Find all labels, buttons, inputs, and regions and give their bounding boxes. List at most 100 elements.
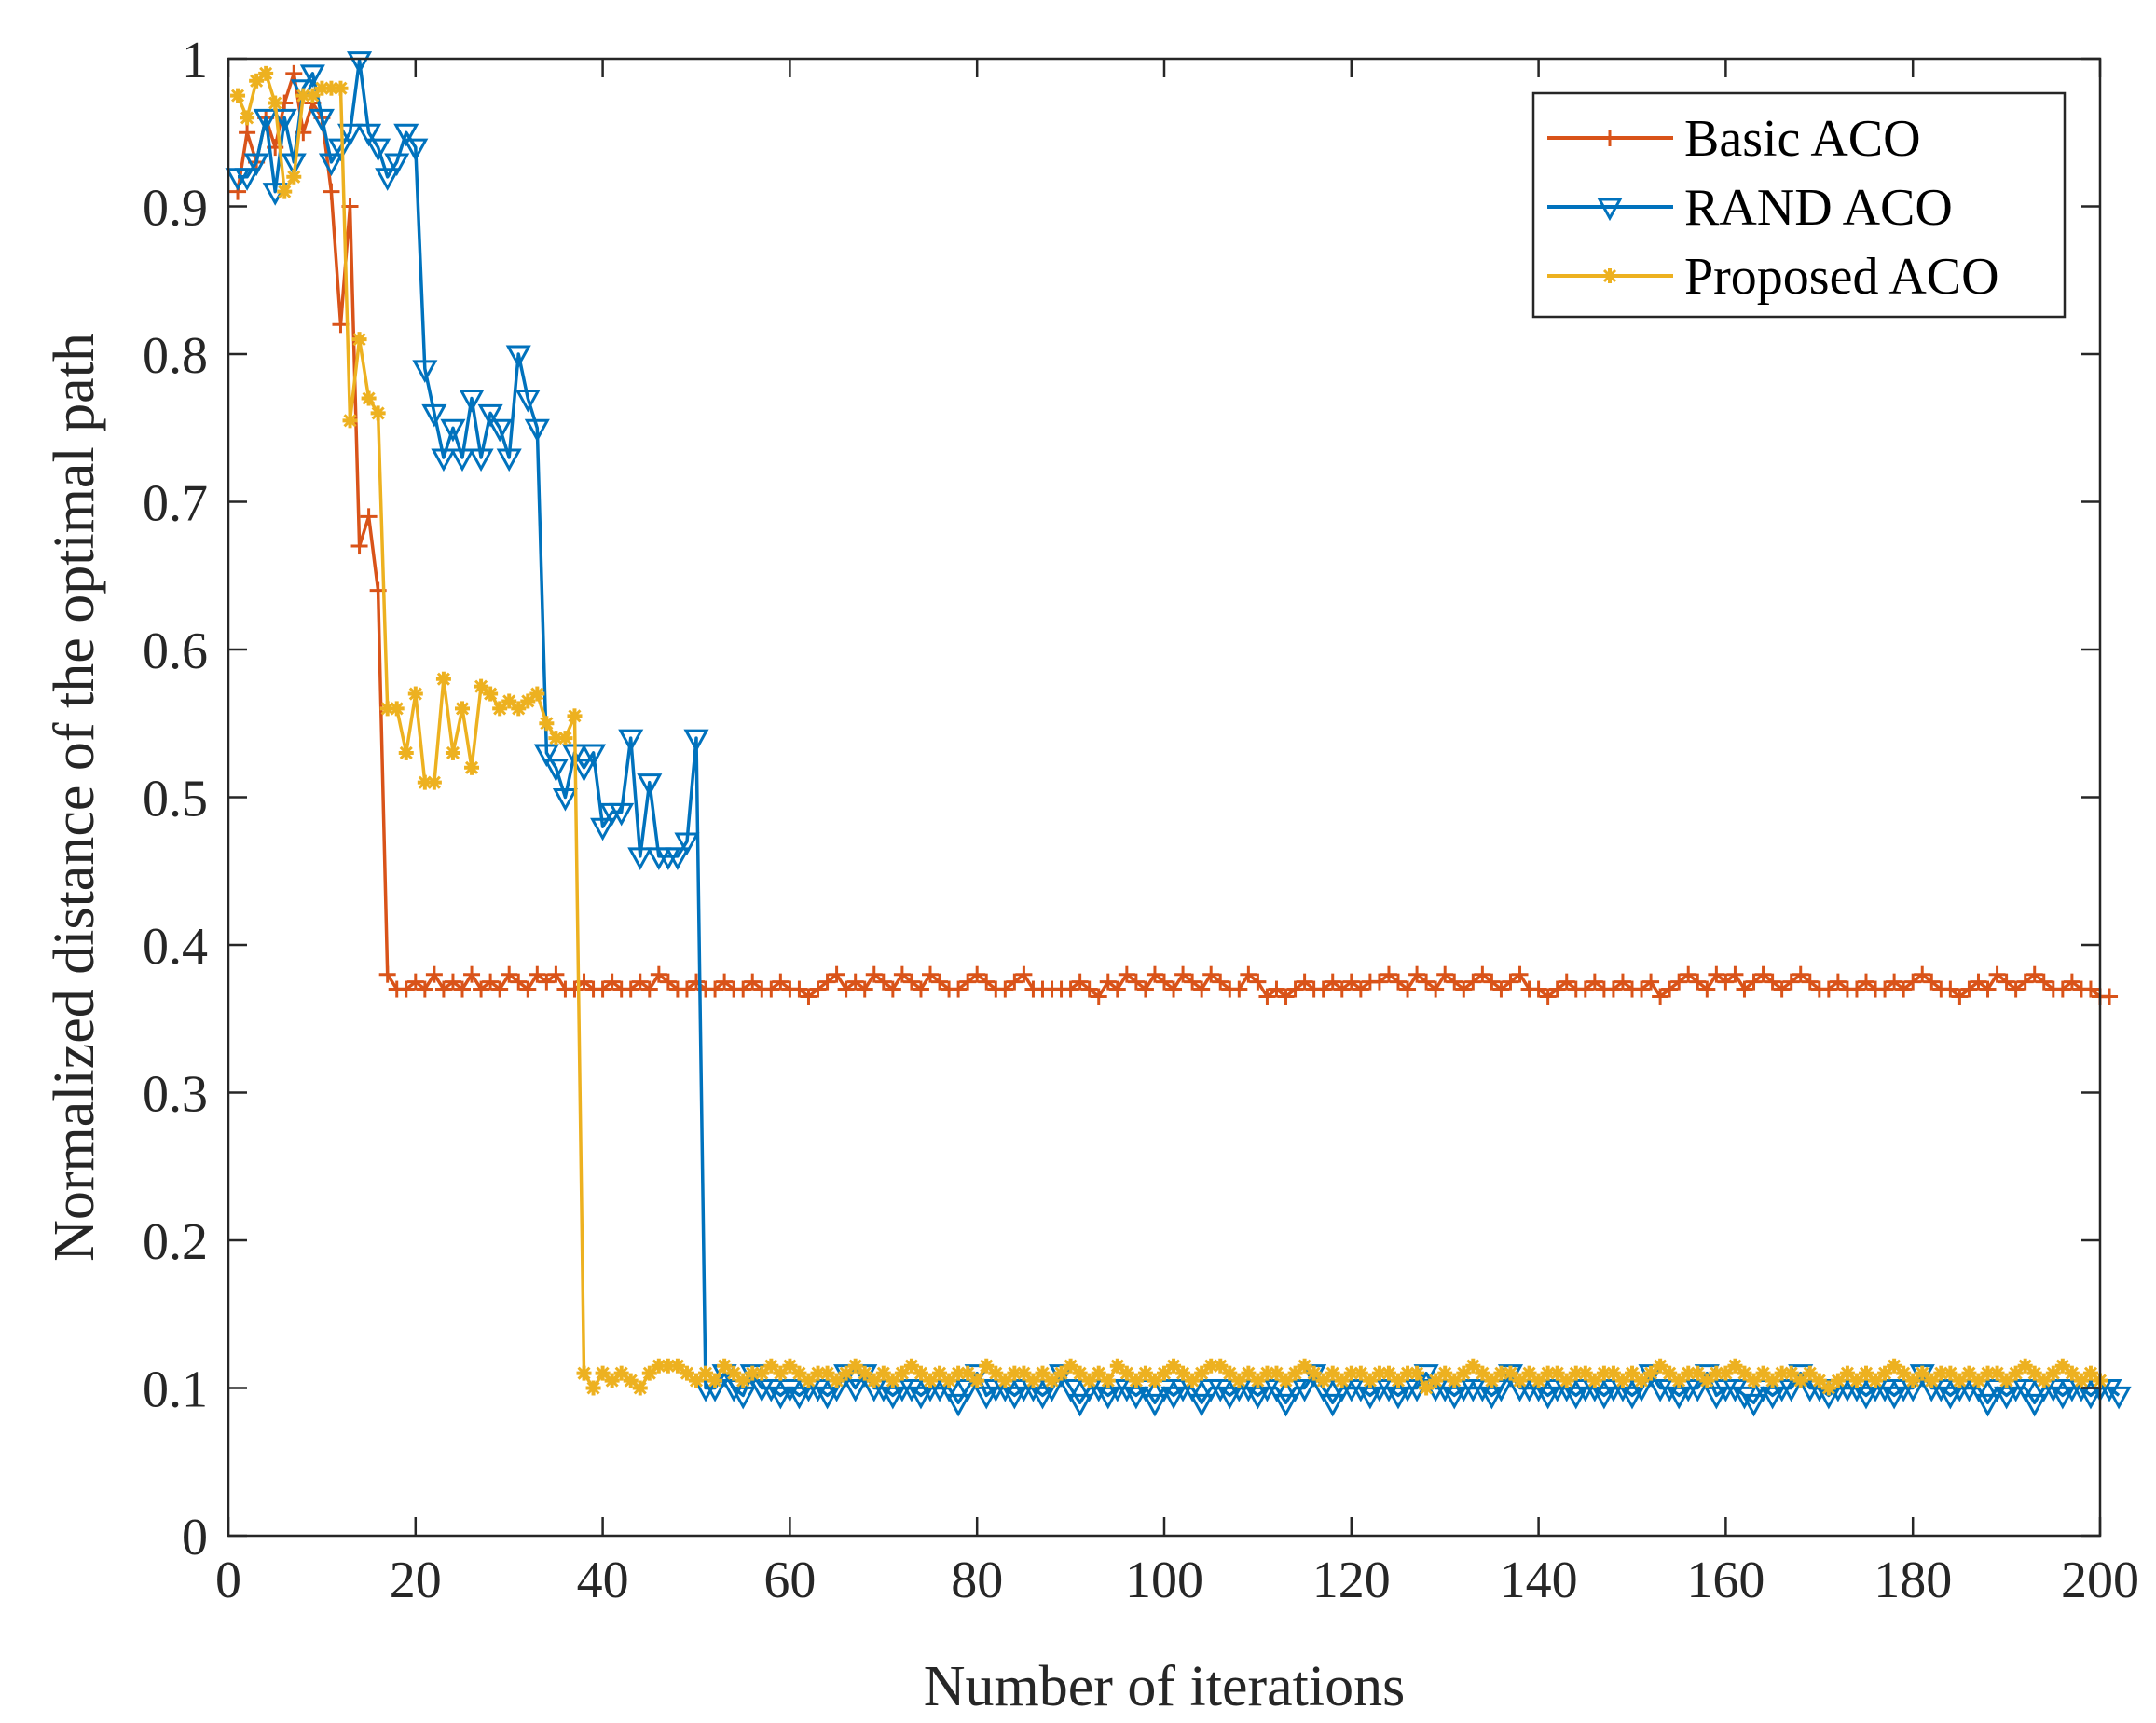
data-point-rand-aco-shape — [2050, 1386, 2076, 1410]
data-point-basic-aco — [378, 965, 396, 983]
data-point-proposed-aco-d — [614, 1366, 628, 1380]
data-point-proposed-aco-d — [2018, 1359, 2032, 1373]
data-point-proposed-aco-d — [961, 1366, 975, 1380]
data-point-basic-aco — [762, 980, 780, 998]
data-point-basic-aco — [1502, 973, 1519, 991]
data-point-proposed-aco — [2026, 1365, 2042, 1381]
data-point-basic-aco — [2081, 980, 2099, 998]
data-point-proposed-aco-d — [278, 185, 292, 198]
x-tick-label: 0 — [215, 1552, 241, 1609]
data-point-basic-aco — [434, 980, 452, 998]
data-point-proposed-aco-d — [334, 81, 348, 95]
data-point-proposed-aco-d — [390, 702, 404, 716]
data-point-proposed-aco — [557, 731, 573, 746]
data-point-rand-aco-shape — [384, 153, 410, 177]
data-point-basic-aco — [1230, 980, 1248, 998]
legend-item-rand-aco: RAND ACO — [1547, 179, 1953, 237]
data-point-proposed-aco — [286, 169, 302, 185]
data-point-rand-aco — [1272, 1393, 1299, 1417]
data-point-basic-aco — [1876, 980, 1894, 998]
data-point-proposed-aco-d — [1298, 1359, 1311, 1373]
data-point-proposed-aco-d — [718, 1359, 732, 1373]
data-point-rand-aco-shape — [1142, 1393, 1168, 1417]
data-point-basic-aco — [1979, 980, 1997, 998]
data-point-rand-aco-shape — [570, 759, 597, 782]
data-point-rand-aco — [767, 1386, 793, 1410]
data-point-proposed-aco-d — [1036, 1366, 1050, 1380]
data-point-rand-aco — [496, 448, 522, 472]
data-point-rand-aco — [1320, 1393, 1346, 1417]
data-point-proposed-aco — [969, 1373, 985, 1388]
data-point-proposed-aco — [1185, 1373, 1201, 1388]
data-point-basic-aco — [968, 965, 986, 983]
data-point-proposed-aco — [398, 745, 414, 760]
data-point-basic-aco — [1286, 980, 1304, 998]
data-point-rand-aco — [1292, 1379, 1318, 1402]
data-point-basic-aco — [1820, 980, 1837, 998]
data-point-proposed-aco-d — [989, 1366, 1003, 1380]
data-point-basic-aco — [874, 973, 892, 991]
data-point-basic-aco — [1099, 973, 1117, 991]
data-point-basic-aco — [1258, 988, 1276, 1005]
data-point-proposed-aco-d — [624, 1374, 638, 1388]
data-point-basic-aco — [1773, 980, 1791, 998]
data-point-proposed-aco-d — [446, 745, 460, 760]
data-point-rand-aco — [1703, 1386, 1729, 1410]
y-tick-label: 0.4 — [143, 918, 208, 976]
data-point-rand-aco — [1731, 1386, 1758, 1410]
data-point-basic-aco — [1998, 973, 2015, 991]
data-point-rand-aco — [1188, 1393, 1215, 1417]
data-point-basic-aco — [922, 965, 939, 983]
data-point-rand-aco — [318, 153, 344, 177]
data-point-rand-aco — [665, 847, 691, 871]
y-tick-label: 0.2 — [143, 1213, 208, 1271]
data-point-rand-aco-shape — [375, 168, 401, 191]
data-point-rand-aco — [524, 418, 550, 443]
data-point-basic-aco — [510, 973, 528, 991]
data-point-basic-aco — [1614, 973, 1631, 991]
data-point-proposed-aco-d — [932, 1366, 947, 1380]
data-point-proposed-aco — [1586, 1373, 1602, 1388]
data-point-proposed-aco — [1166, 1358, 1182, 1374]
data-point-proposed-aco-d — [1438, 1366, 1452, 1380]
data-point-proposed-aco-d — [727, 1366, 741, 1380]
data-point-rand-aco-shape — [459, 390, 485, 413]
data-point-rand-aco-shape — [431, 448, 457, 472]
data-point-basic-aco — [1427, 980, 1445, 998]
data-point-proposed-aco — [277, 184, 293, 199]
data-point-rand-aco — [477, 403, 503, 428]
data-point-rand-aco-shape — [356, 123, 382, 147]
data-point-proposed-aco-d — [1325, 1366, 1339, 1380]
x-tick-label: 140 — [1500, 1552, 1578, 1609]
data-point-rand-aco — [393, 123, 419, 147]
data-point-rand-aco — [1853, 1386, 1879, 1410]
data-point-basic-aco — [1474, 965, 1491, 983]
data-point-proposed-aco-d — [1166, 1359, 1181, 1373]
data-point-basic-aco — [538, 973, 556, 991]
data-point-proposed-aco-d — [586, 1381, 600, 1395]
legend-marker-rand-aco — [1597, 198, 1623, 222]
data-point-proposed-aco-d — [259, 66, 273, 80]
data-point-basic-aco — [1530, 980, 1547, 998]
data-point-rand-aco — [570, 759, 597, 782]
data-point-basic-aco — [1689, 973, 1707, 991]
data-point-rand-aco-shape — [496, 448, 522, 472]
data-point-proposed-aco-d — [764, 1359, 778, 1373]
data-point-proposed-aco — [1128, 1373, 1144, 1388]
data-point-proposed-aco-d — [1214, 1359, 1228, 1373]
data-point-basic-aco — [1399, 980, 1417, 998]
x-tick-label: 200 — [2061, 1552, 2139, 1609]
data-point-proposed-aco-d — [352, 333, 366, 347]
data-point-proposed-aco — [567, 708, 583, 724]
data-point-rand-aco-shape — [1001, 1386, 1027, 1410]
data-point-rand-aco-shape — [1292, 1379, 1318, 1402]
data-point-rand-aco-shape — [1722, 1379, 1748, 1402]
data-point-basic-aco — [707, 980, 724, 998]
data-point-rand-aco-shape — [637, 773, 663, 797]
data-point-rand-aco — [1142, 1393, 1168, 1417]
data-point-rand-aco — [234, 168, 260, 191]
data-point-basic-aco — [1895, 980, 1913, 998]
data-point-proposed-aco-d — [698, 1366, 713, 1380]
data-point-proposed-aco-d — [1410, 1366, 1424, 1380]
